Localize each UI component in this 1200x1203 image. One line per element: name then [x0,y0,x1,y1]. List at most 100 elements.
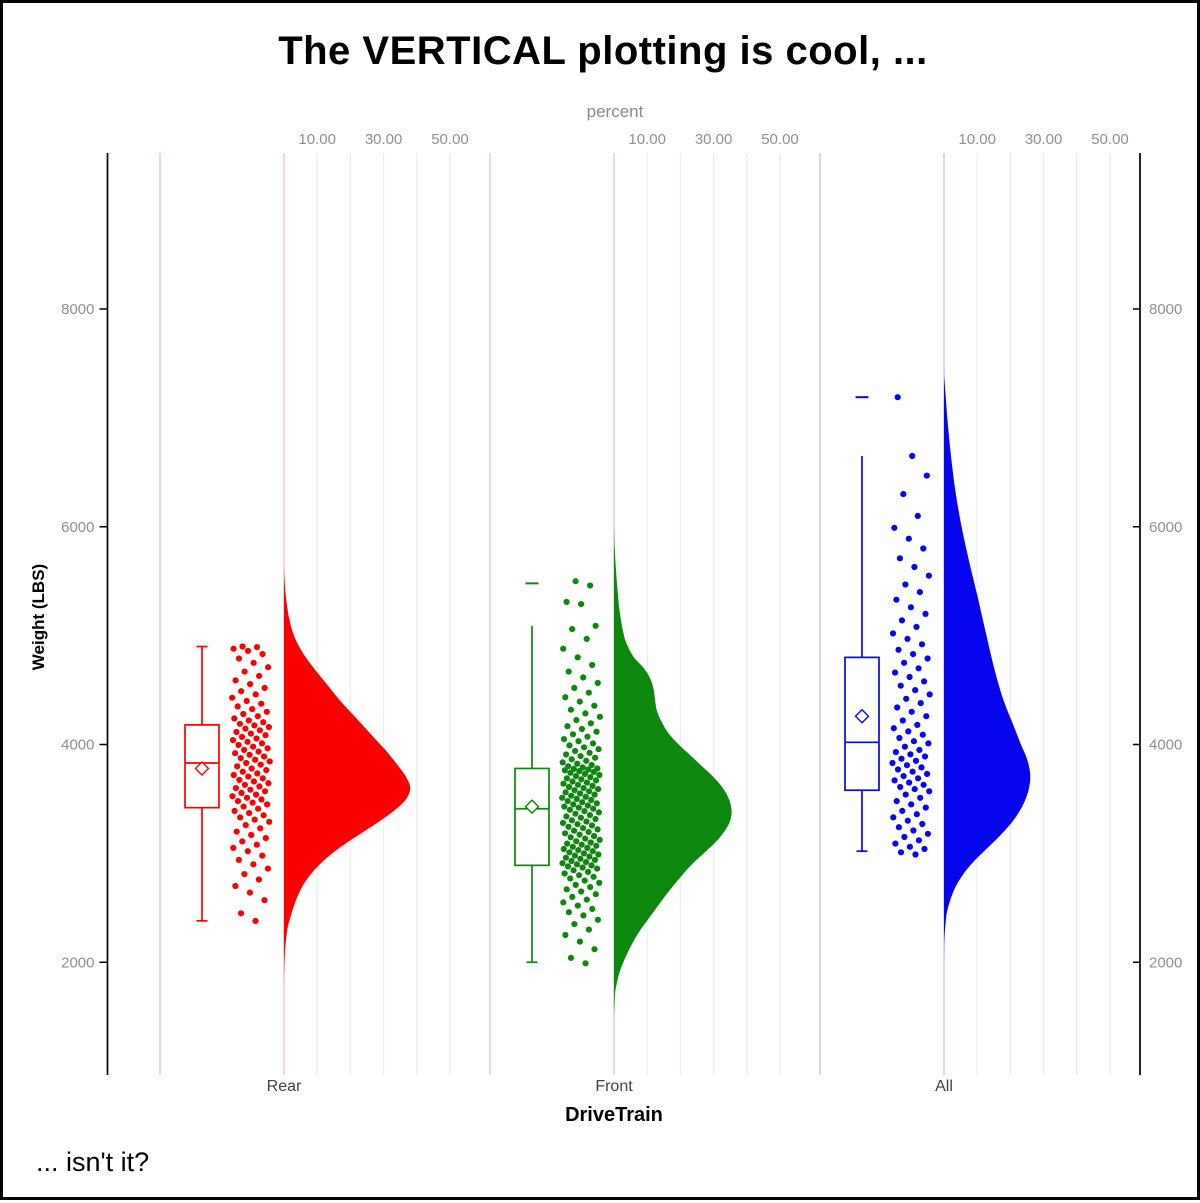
scatter-point-all [902,581,909,588]
scatter-point-front [581,744,588,751]
y-tick-label-left: 8000 [61,301,94,318]
scatter-point-front [595,746,602,753]
scatter-point-front [595,786,602,793]
scatter-point-front [569,778,576,785]
scatter-point-front [560,645,567,652]
scatter-point-front [585,689,592,696]
scatter-point-all [908,708,915,715]
scatter-point-all [897,783,904,791]
scatter-point-rear [250,659,257,666]
scatter-point-front [596,836,603,844]
scatter-point-all [907,604,915,611]
scatter-point-front [565,909,573,916]
scatter-point-all [901,743,909,750]
scatter-point-front [582,859,590,866]
scatter-point-front [586,788,593,795]
scatter-point-rear [265,724,272,731]
scatter-point-rear [254,713,261,720]
scatter-point-front [563,598,570,606]
scatter-point-front [568,857,575,865]
scatter-point-all [912,687,919,694]
scatter-point-front [591,946,598,953]
scatter-point-all [913,811,920,818]
scatter-point-all [911,563,918,571]
scatter-point-all [909,452,916,460]
scatter-point-front [585,766,592,773]
scatter-point-all [910,827,917,834]
scatter-point-rear [248,831,255,839]
scatter-point-front [564,723,571,730]
scatter-point-rear [246,751,253,758]
scatter-point-front [583,818,590,825]
scatter-point-all [915,837,923,844]
scatter-point-rear [238,733,246,741]
scatter-point-front [576,938,584,945]
scatter-point-rear [259,775,266,782]
scatter-point-front [583,896,590,903]
scatter-point-front [594,679,601,687]
scatter-point-front [594,765,601,772]
scatter-point-all [915,665,922,672]
scatter-point-front [565,783,573,791]
scatter-point-rear [251,722,258,729]
scatter-point-front [576,872,583,879]
scatter-point-all [892,840,899,847]
scatter-point-front [592,891,599,898]
scatter-point-rear [261,788,269,795]
scatter-point-front [576,831,583,838]
scatter-point-front [584,844,591,852]
scatter-point-front [561,870,568,877]
scatter-point-front [585,828,592,836]
scatter-point-all [897,682,904,689]
scatter-point-front [585,926,593,933]
chart-title: The VERTICAL plotting is cool, ... [278,29,928,73]
scatter-point-front [561,803,568,810]
scatter-point-all [904,635,911,643]
scatter-point-front [578,725,586,733]
scatter-point-rear [252,756,259,763]
scatter-point-all [919,731,926,738]
scatter-point-front [595,851,602,858]
scatter-point-all [910,651,917,658]
scatter-point-front [585,868,592,876]
y-tick-label-right: 4000 [1149,737,1182,754]
scatter-point-rear [240,803,247,810]
scatter-point-all [905,535,912,542]
scatter-point-front [577,814,585,821]
scatter-point-front [569,626,576,633]
scatter-point-rear [256,672,263,680]
scatter-point-rear [265,664,272,671]
scatter-point-rear [241,668,248,675]
y-tick-label-left: 4000 [61,737,94,754]
scatter-point-rear [233,828,240,835]
box-all [844,656,880,792]
scatter-point-rear [247,786,254,793]
scatter-point-rear [256,727,263,734]
scatter-point-front [580,674,587,681]
top-axis-tick-label: 10.00 [628,131,666,148]
scatter-point-front [568,817,576,824]
scatter-point-rear [229,793,236,800]
scatter-point-front [584,733,591,740]
scatter-point-rear [255,876,262,883]
scatter-point-all [889,630,897,637]
scatter-point-rear [252,791,260,798]
scatter-point-all [889,759,896,767]
scatter-point-rear [257,825,264,832]
scatter-point-rear [262,835,269,842]
scatter-point-all [894,704,901,711]
scatter-point-rear [258,796,265,803]
scatter-point-front [587,774,594,781]
scatter-point-all [916,746,923,754]
scatter-point-rear [262,732,269,739]
scatter-point-front [594,826,601,833]
scatter-point-front [577,790,584,797]
scatter-point-front [575,804,582,811]
scatter-point-front [569,731,577,738]
scatter-point-rear [259,651,266,658]
scatter-point-rear [256,783,263,790]
box-front [514,767,550,867]
violin-rear [284,570,411,979]
y-tick-label-left: 6000 [61,519,94,536]
